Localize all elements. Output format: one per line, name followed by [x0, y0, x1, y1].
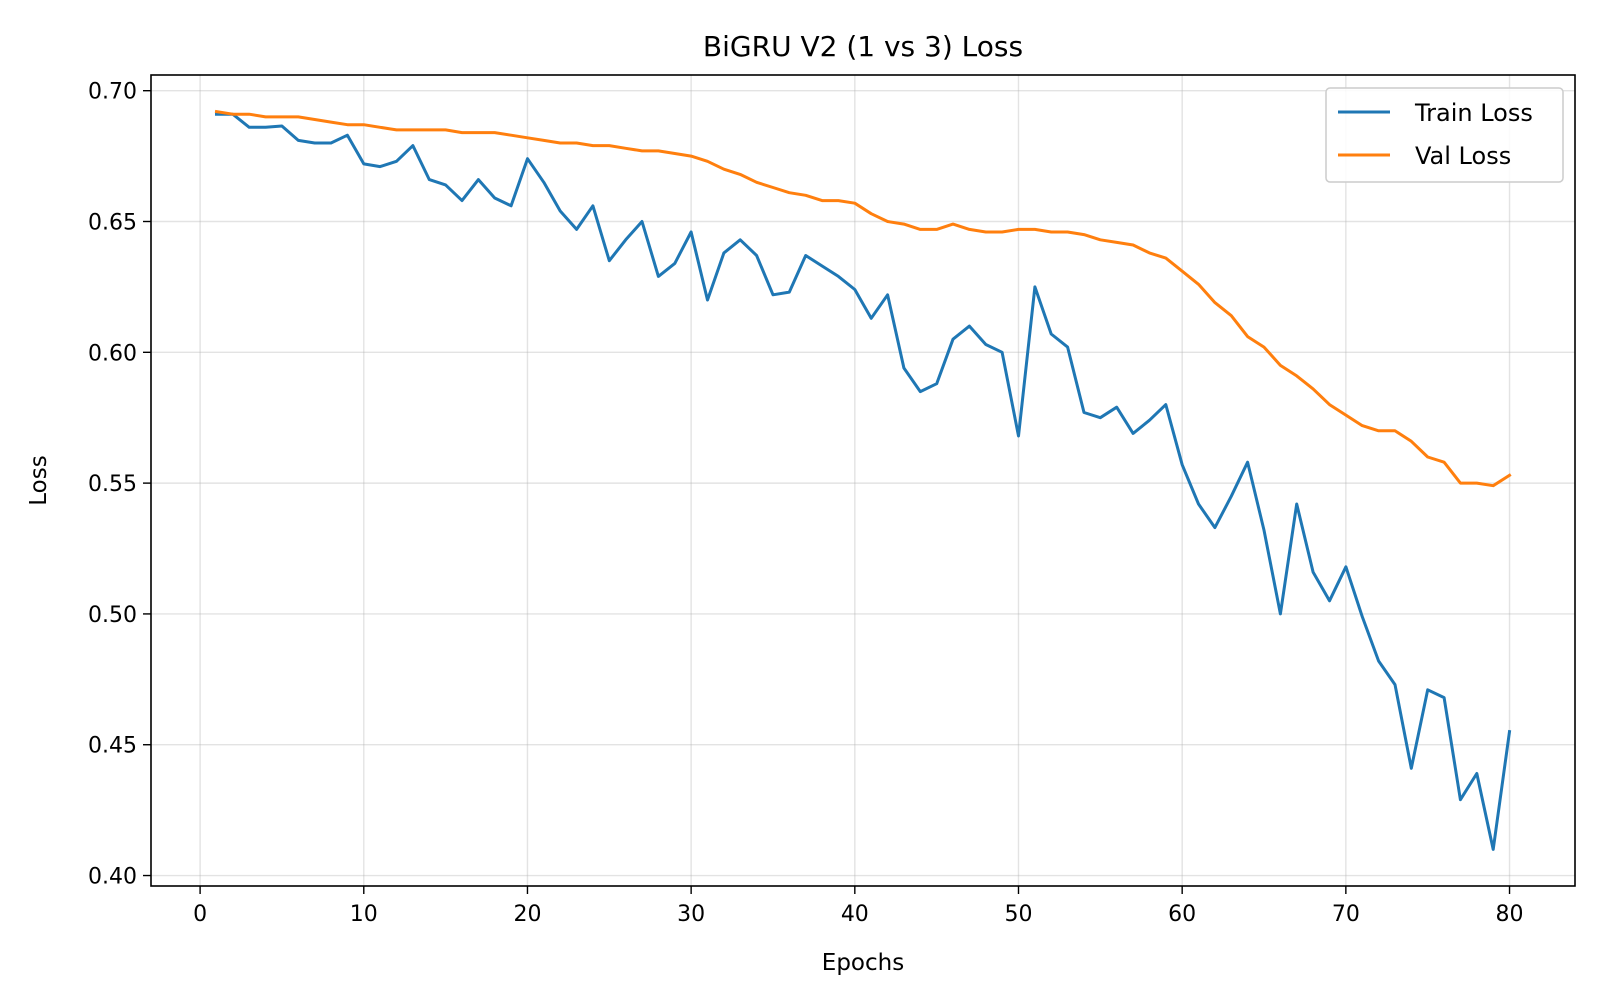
x-tick-label: 10	[350, 902, 378, 927]
y-tick-label: 0.40	[88, 865, 137, 890]
x-tick-label: 0	[193, 902, 207, 927]
x-tick-label: 30	[677, 902, 705, 927]
y-tick-label: 0.50	[88, 603, 137, 628]
train-loss-line	[215, 112, 1512, 851]
y-tick-label: 0.70	[88, 80, 137, 105]
y-tick-label: 0.45	[88, 734, 137, 759]
grid	[151, 75, 1575, 886]
y-tick-label: 0.55	[88, 472, 137, 497]
axis-ticks: 0 10 20 30 40 50 60 70 80 0.40 0.45 0.50 0.55 0.60 0.6…	[88, 80, 1524, 927]
x-tick-label: 70	[1332, 902, 1360, 927]
x-tick-label: 80	[1496, 902, 1524, 927]
val-loss-line	[214, 109, 1512, 488]
plot-frame	[150, 74, 1576, 887]
y-tick-label: 0.60	[88, 341, 137, 366]
x-tick-label: 60	[1168, 902, 1196, 927]
y-tick-label: 0.65	[88, 211, 137, 236]
x-tick-label: 50	[1004, 902, 1032, 927]
x-tick-label: 40	[841, 902, 869, 927]
chart-title: BiGRU V2 (1 vs 3) Loss	[703, 30, 1023, 63]
legend-label-train: Train Loss	[1414, 99, 1533, 127]
y-axis-label: Loss	[26, 455, 52, 505]
legend: Train Loss Val Loss	[1325, 87, 1564, 183]
legend-label-val: Val Loss	[1415, 142, 1511, 170]
x-axis-label: Epochs	[822, 950, 904, 976]
series-layer	[214, 109, 1512, 851]
x-tick-label: 20	[513, 902, 541, 927]
